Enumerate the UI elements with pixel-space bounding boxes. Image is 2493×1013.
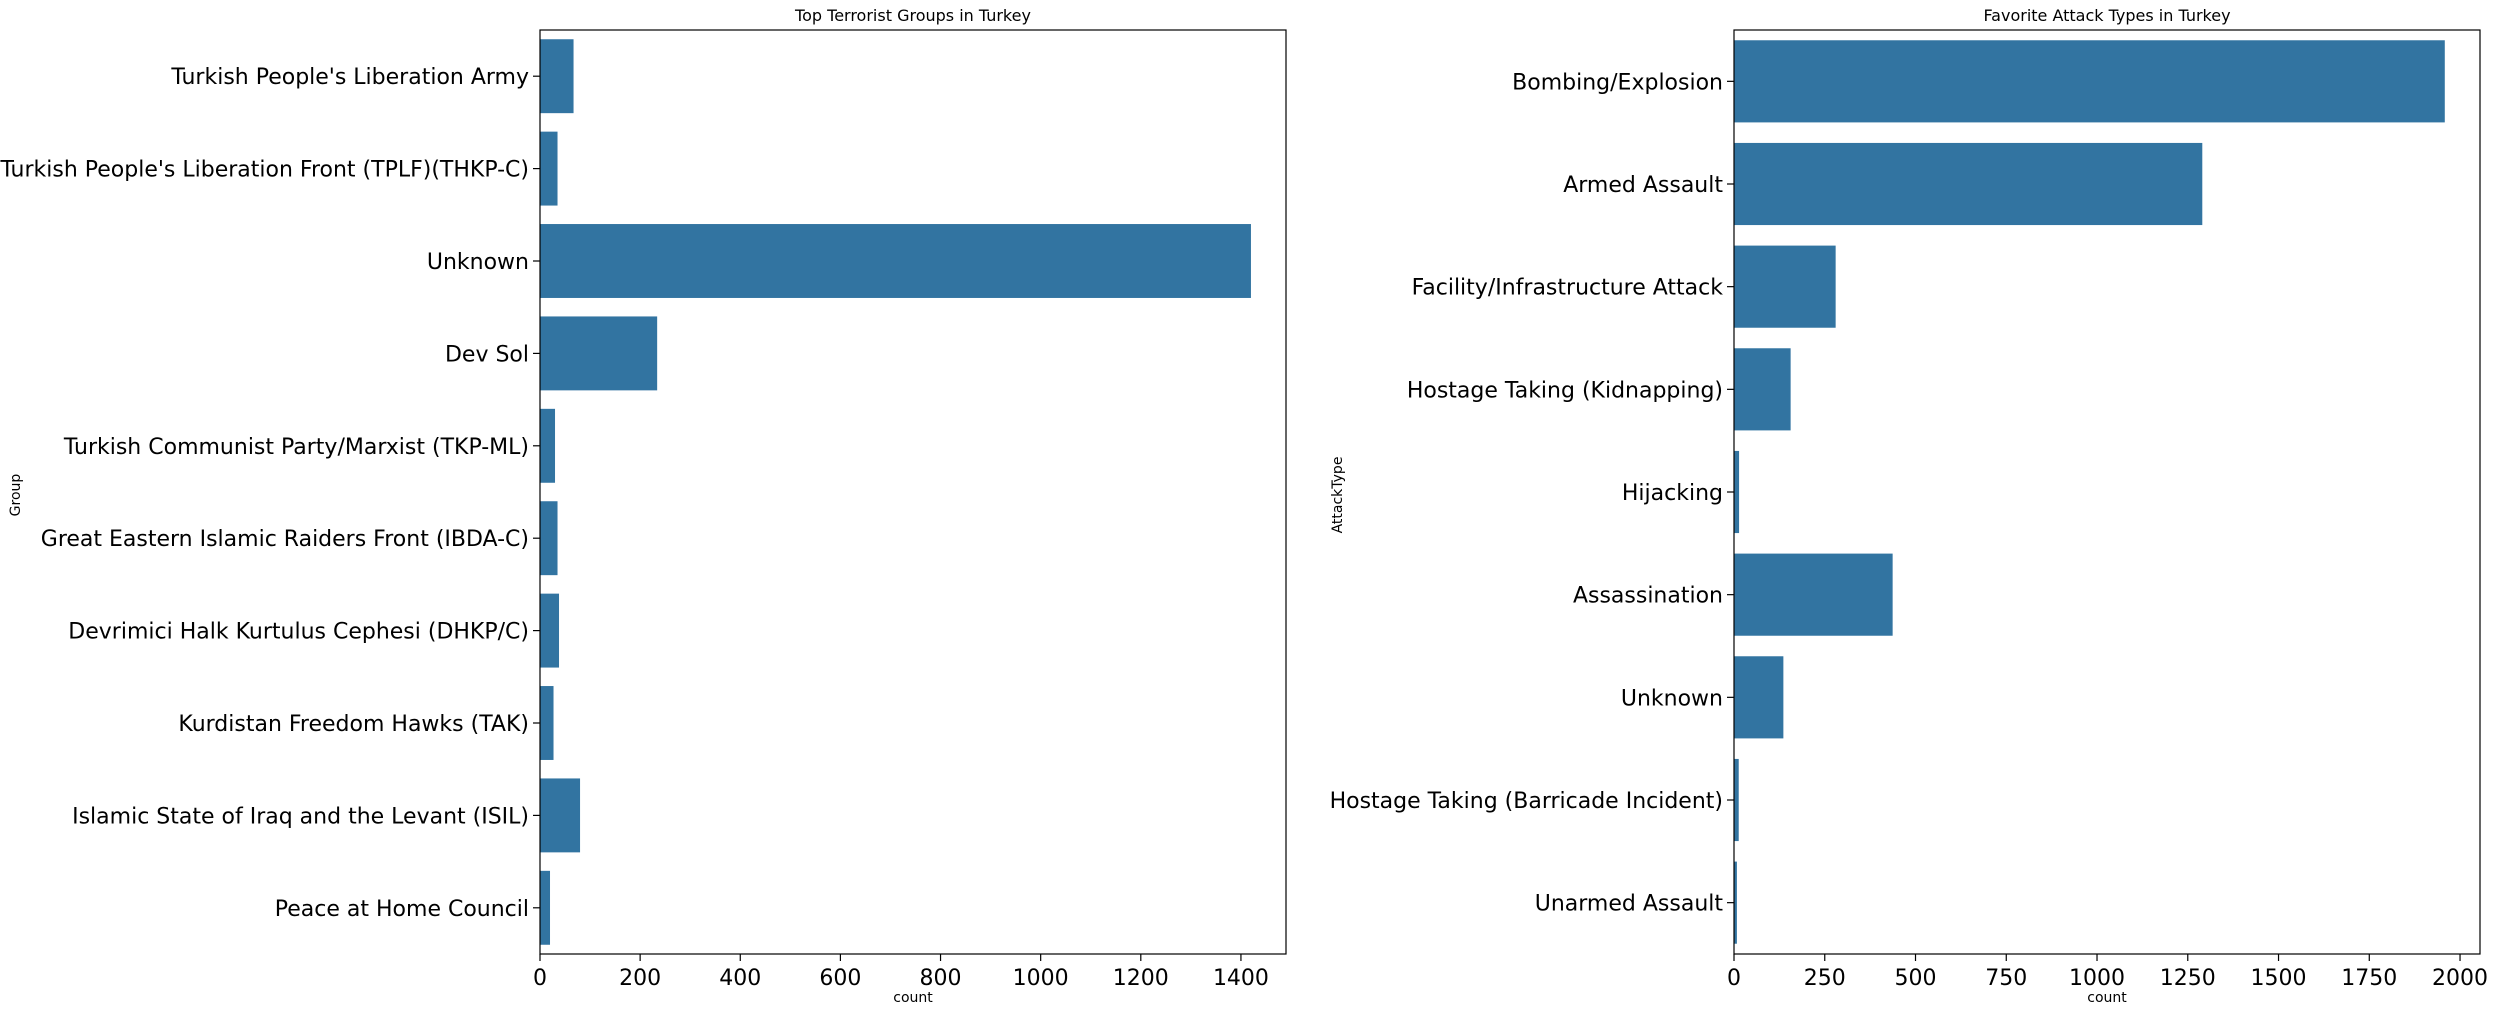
bar bbox=[540, 408, 556, 483]
x-tick-label: 600 bbox=[819, 966, 861, 991]
bar bbox=[1734, 348, 1791, 431]
y-tick-label: Turkish People's Liberation Army bbox=[170, 65, 529, 90]
x-tick-label: 0 bbox=[1727, 966, 1741, 991]
y-tick-label: Unknown bbox=[1621, 686, 1723, 711]
y-axis-label: AttackType bbox=[1330, 457, 1346, 534]
x-tick-label: 500 bbox=[1895, 966, 1937, 991]
y-tick-label: Turkish Communist Party/Marxist (TKP-ML) bbox=[63, 435, 529, 460]
y-tick-label: Unarmed Assault bbox=[1535, 892, 1724, 917]
x-tick-label: 1000 bbox=[1013, 966, 1069, 991]
y-tick-label: Dev Sol bbox=[445, 342, 529, 367]
x-tick-label: 250 bbox=[1804, 966, 1846, 991]
bar bbox=[1734, 758, 1739, 842]
y-tick-label: Peace at Home Council bbox=[275, 897, 529, 922]
y-tick-label: Turkish People's Liberation Front (TPLF)… bbox=[0, 158, 529, 183]
bar bbox=[540, 593, 560, 668]
x-tick-label: 200 bbox=[619, 966, 661, 991]
plot-frame bbox=[539, 29, 1287, 955]
bar bbox=[540, 316, 658, 391]
bar bbox=[540, 501, 558, 576]
bars bbox=[1734, 40, 2445, 944]
x-tick-label: 1200 bbox=[1113, 966, 1169, 991]
chart-top-terrorist-groups: Top Terrorist Groups in Turkey count Gro… bbox=[0, 6, 1287, 1006]
bar bbox=[540, 778, 581, 853]
x-tick-label: 750 bbox=[1985, 966, 2027, 991]
bar bbox=[1734, 861, 1737, 944]
y-tick-label: Unknown bbox=[427, 250, 529, 275]
y-tick-label: Devrimici Halk Kurtulus Cephesi (DHKP/C) bbox=[68, 620, 529, 645]
bar bbox=[1734, 245, 1836, 328]
bar bbox=[1734, 40, 2445, 123]
bar bbox=[540, 870, 551, 945]
x-tick-label: 1400 bbox=[1213, 966, 1269, 991]
bar bbox=[1734, 142, 2203, 226]
bar bbox=[1734, 553, 1893, 636]
x-axis-label: count bbox=[2087, 990, 2127, 1006]
bar bbox=[540, 224, 1251, 298]
y-ticks: Bombing/Explosion Armed Assault Facility/I… bbox=[1330, 70, 1734, 917]
y-tick-label: Hostage Taking (Barricade Incident) bbox=[1330, 789, 1723, 814]
y-tick-label: Hostage Taking (Kidnapping) bbox=[1407, 378, 1723, 403]
y-tick-label: Facility/Infrastructure Attack bbox=[1412, 276, 1724, 301]
y-tick-label: Islamic State of Iraq and the Levant (IS… bbox=[72, 804, 529, 829]
plot-frame bbox=[1733, 29, 2481, 955]
x-tick-label: 800 bbox=[920, 966, 962, 991]
y-axis-label: Group bbox=[8, 474, 24, 517]
x-tick-label: 1250 bbox=[2160, 966, 2216, 991]
chart-favorite-attack-types: Favorite Attack Types in Turkey count At… bbox=[1330, 6, 2488, 1006]
x-tick-label: 1500 bbox=[2251, 966, 2307, 991]
chart-title: Top Terrorist Groups in Turkey bbox=[794, 6, 1031, 25]
x-ticks: 0 250 500 750 1000 1250 1500 1750 2000 bbox=[1727, 954, 2488, 991]
bars bbox=[540, 39, 1251, 945]
y-tick-label: Armed Assault bbox=[1563, 173, 1723, 198]
x-ticks: 0 200 400 600 800 1000 1200 1400 bbox=[533, 954, 1269, 991]
x-tick-label: 400 bbox=[719, 966, 761, 991]
y-tick-label: Assassination bbox=[1573, 584, 1723, 609]
bar bbox=[1734, 450, 1740, 534]
chart-title: Favorite Attack Types in Turkey bbox=[1983, 6, 2230, 25]
y-ticks: Turkish People's Liberation Army Turkish … bbox=[0, 65, 540, 922]
x-axis-label: count bbox=[893, 990, 933, 1006]
bar bbox=[540, 131, 558, 206]
bar bbox=[1734, 656, 1784, 739]
y-tick-label: Kurdistan Freedom Hawks (TAK) bbox=[178, 712, 529, 737]
x-tick-label: 1000 bbox=[2069, 966, 2125, 991]
bar bbox=[540, 39, 574, 114]
bar bbox=[540, 686, 554, 760]
x-tick-label: 1750 bbox=[2341, 966, 2397, 991]
y-tick-label: Great Eastern Islamic Raiders Front (IBD… bbox=[41, 527, 529, 552]
x-tick-label: 0 bbox=[533, 966, 547, 991]
y-tick-label: Bombing/Explosion bbox=[1512, 70, 1723, 95]
x-tick-label: 2000 bbox=[2432, 966, 2488, 991]
y-tick-label: Hijacking bbox=[1622, 481, 1723, 506]
